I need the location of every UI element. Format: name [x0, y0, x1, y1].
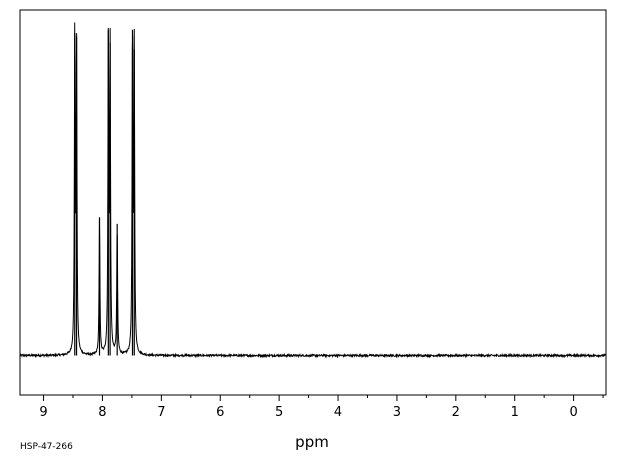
x-axis: 9 8 7 6 5 4 3 2 1 0: [39, 395, 604, 420]
x-axis-title: ppm: [295, 433, 329, 451]
plot-frame: [19, 9, 607, 396]
x-tick-label: 4: [334, 405, 342, 420]
x-tick-label: 1: [511, 405, 519, 420]
x-tick-label: 6: [216, 405, 224, 420]
x-tick-label: 7: [157, 405, 165, 420]
x-tick-label: 2: [452, 405, 460, 420]
spectrum-id-label: HSP-47-266: [20, 442, 73, 452]
x-tick-label: 5: [275, 405, 283, 420]
spectrum-layer: [19, 22, 607, 359]
x-tick-label: 9: [39, 405, 47, 420]
x-tick-label: 3: [393, 405, 401, 420]
x-tick-label: 0: [569, 405, 577, 420]
x-tick-label: 8: [98, 405, 106, 420]
